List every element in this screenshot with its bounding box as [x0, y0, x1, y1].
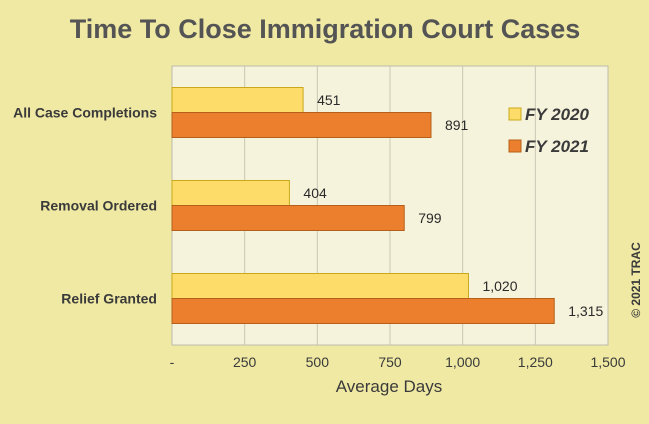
bars	[171, 87, 555, 324]
category-label: All Case Completions	[13, 105, 157, 121]
data-label: 451	[317, 92, 341, 108]
x-tick-label: 1,000	[445, 354, 480, 370]
bar	[171, 87, 304, 113]
legend: FY 2020 FY 2021	[508, 105, 590, 156]
bar	[171, 180, 290, 206]
bar	[171, 298, 555, 324]
bar	[171, 205, 405, 231]
x-tick-label: 1,500	[590, 354, 625, 370]
x-tick-label: 500	[306, 354, 330, 370]
data-label: 1,315	[568, 303, 603, 319]
data-label: 1,020	[482, 278, 517, 294]
category-label: Removal Ordered	[40, 198, 157, 214]
data-label: 404	[303, 185, 327, 201]
x-axis-title: Average Days	[336, 377, 442, 396]
legend-swatch	[508, 107, 522, 121]
chart-title: Time To Close Immigration Court Cases	[70, 14, 581, 44]
copyright-notice: © 2021 TRAC	[629, 242, 643, 318]
x-tick-label: -	[170, 354, 175, 370]
data-labels: 451 891 404 799 1,020 1,315	[303, 92, 603, 319]
data-label: 891	[445, 117, 469, 133]
bar	[171, 273, 469, 299]
bar	[171, 112, 432, 138]
x-tick-label: 1,250	[518, 354, 553, 370]
legend-swatch	[508, 139, 522, 153]
legend-label: FY 2021	[525, 137, 589, 156]
category-labels: All Case Completions Removal Ordered Relie…	[13, 105, 157, 307]
data-label: 799	[418, 210, 442, 226]
x-tick-labels: - 250 500 750 1,000 1,250 1,500	[170, 354, 626, 370]
legend-label: FY 2020	[525, 105, 590, 124]
category-label: Relief Granted	[61, 291, 157, 307]
x-tick-label: 750	[378, 354, 402, 370]
x-tick-label: 250	[233, 354, 257, 370]
